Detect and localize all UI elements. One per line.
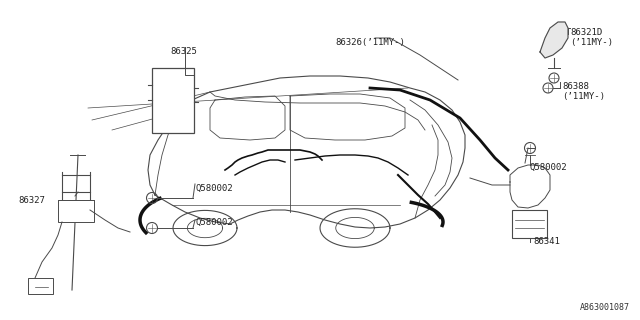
Text: 86326(’11MY-): 86326(’11MY-) [335,38,405,47]
Text: 86325: 86325 [170,47,197,56]
Text: Q580002: Q580002 [195,184,232,193]
Text: (’11MY-): (’11MY-) [562,92,605,101]
Text: (’11MY-): (’11MY-) [570,38,613,47]
Text: A863001087: A863001087 [580,303,630,312]
Polygon shape [540,22,568,58]
FancyBboxPatch shape [512,210,547,238]
FancyBboxPatch shape [58,200,94,222]
Text: 86388: 86388 [562,82,589,91]
Text: Q580002: Q580002 [530,163,568,172]
FancyBboxPatch shape [28,278,53,294]
Text: Q580002: Q580002 [195,218,232,227]
Text: 86341: 86341 [533,237,560,246]
FancyBboxPatch shape [152,68,194,133]
Text: 86321D: 86321D [570,28,602,37]
Text: 86327: 86327 [18,196,45,205]
